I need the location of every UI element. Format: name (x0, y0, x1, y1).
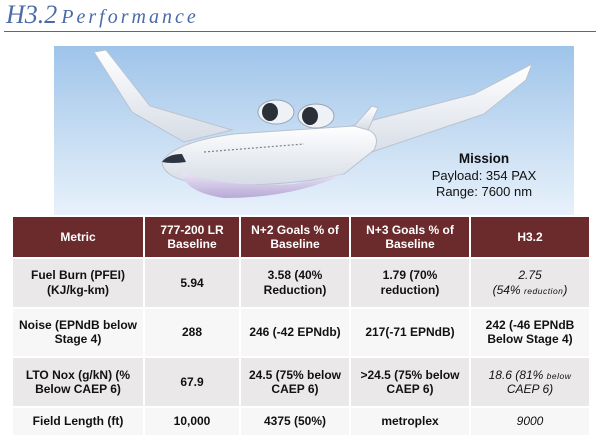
row-metric: Fuel Burn (PFEI) (KJ/kg-km) (11, 257, 145, 309)
h32-note-end: ) (563, 282, 568, 297)
mission-payload: Payload: 354 PAX (431, 167, 537, 183)
row-h32: 242 (-46 EPNdB Below Stage 4) (469, 306, 591, 359)
h32-note-main: (54% (492, 282, 524, 297)
row-h32: 18.6 (81% below CAEP 6) (469, 356, 591, 408)
row-n2: 3.58 (40% Reduction) (239, 257, 351, 309)
row-n3: metroplex (349, 405, 471, 438)
table-row: Fuel Burn (PFEI) (KJ/kg-km) 5.94 3.58 (4… (11, 257, 591, 309)
aircraft-image (54, 46, 574, 218)
h32-green-end: CAEP 6) (506, 382, 554, 397)
col-header-n3: N+3 Goals % of Baseline (349, 215, 471, 259)
row-n2: 4375 (50%) (239, 405, 351, 438)
table-row: LTO Nox (g/kN) (% Below CAEP 6) 67.9 24.… (11, 356, 591, 408)
mission-title: Mission (458, 151, 510, 166)
h32-note-small: reduction (523, 285, 564, 296)
h32-value: 2.75 (518, 268, 542, 283)
row-n3: 217(-71 EPNdB) (349, 306, 471, 359)
row-h32: 9000 (469, 405, 591, 438)
slide-title: H3.2 Performance (6, 2, 199, 28)
table-row: Noise (EPNdB below Stage 4) 288 246 (-42… (11, 306, 591, 359)
table-row: Field Length (ft) 10,000 4375 (50%) metr… (11, 405, 591, 438)
row-baseline: 67.9 (143, 356, 241, 408)
row-baseline: 5.94 (143, 257, 241, 309)
col-header-n2: N+2 Goals % of Baseline (239, 215, 351, 259)
h32-green-small: below (546, 370, 572, 381)
row-n2: 24.5 (75% below CAEP 6) (239, 356, 351, 408)
row-n3: >24.5 (75% below CAEP 6) (349, 356, 471, 408)
row-metric: Noise (EPNdB below Stage 4) (11, 306, 145, 359)
row-n2: 246 (-42 EPNdb) (239, 306, 351, 359)
h32-green-main: 18.6 (81% (488, 367, 547, 382)
col-header-baseline: 777-200 LR Baseline (143, 215, 241, 259)
col-header-h32: H3.2 (469, 215, 591, 259)
row-baseline: 288 (143, 306, 241, 359)
title-divider (4, 31, 596, 32)
blended-wing-aircraft-illustration (93, 49, 533, 198)
row-baseline: 10,000 (143, 405, 241, 438)
performance-table: Metric 777-200 LR Baseline N+2 Goals % o… (11, 215, 591, 438)
row-n3: 1.79 (70% reduction) (349, 257, 471, 309)
title-main: H3.2 (6, 0, 58, 29)
mission-box: Mission Payload: 354 PAX Range: 7600 nm (404, 150, 564, 201)
title-sub: Performance (61, 6, 199, 28)
table-header-row: Metric 777-200 LR Baseline N+2 Goals % o… (11, 215, 591, 259)
row-metric: LTO Nox (g/kN) (% Below CAEP 6) (11, 356, 145, 408)
row-h32: 2.75 (54% reduction) (469, 257, 591, 309)
row-metric: Field Length (ft) (11, 405, 145, 438)
mission-range: Range: 7600 nm (435, 184, 533, 200)
col-header-metric: Metric (11, 215, 145, 259)
